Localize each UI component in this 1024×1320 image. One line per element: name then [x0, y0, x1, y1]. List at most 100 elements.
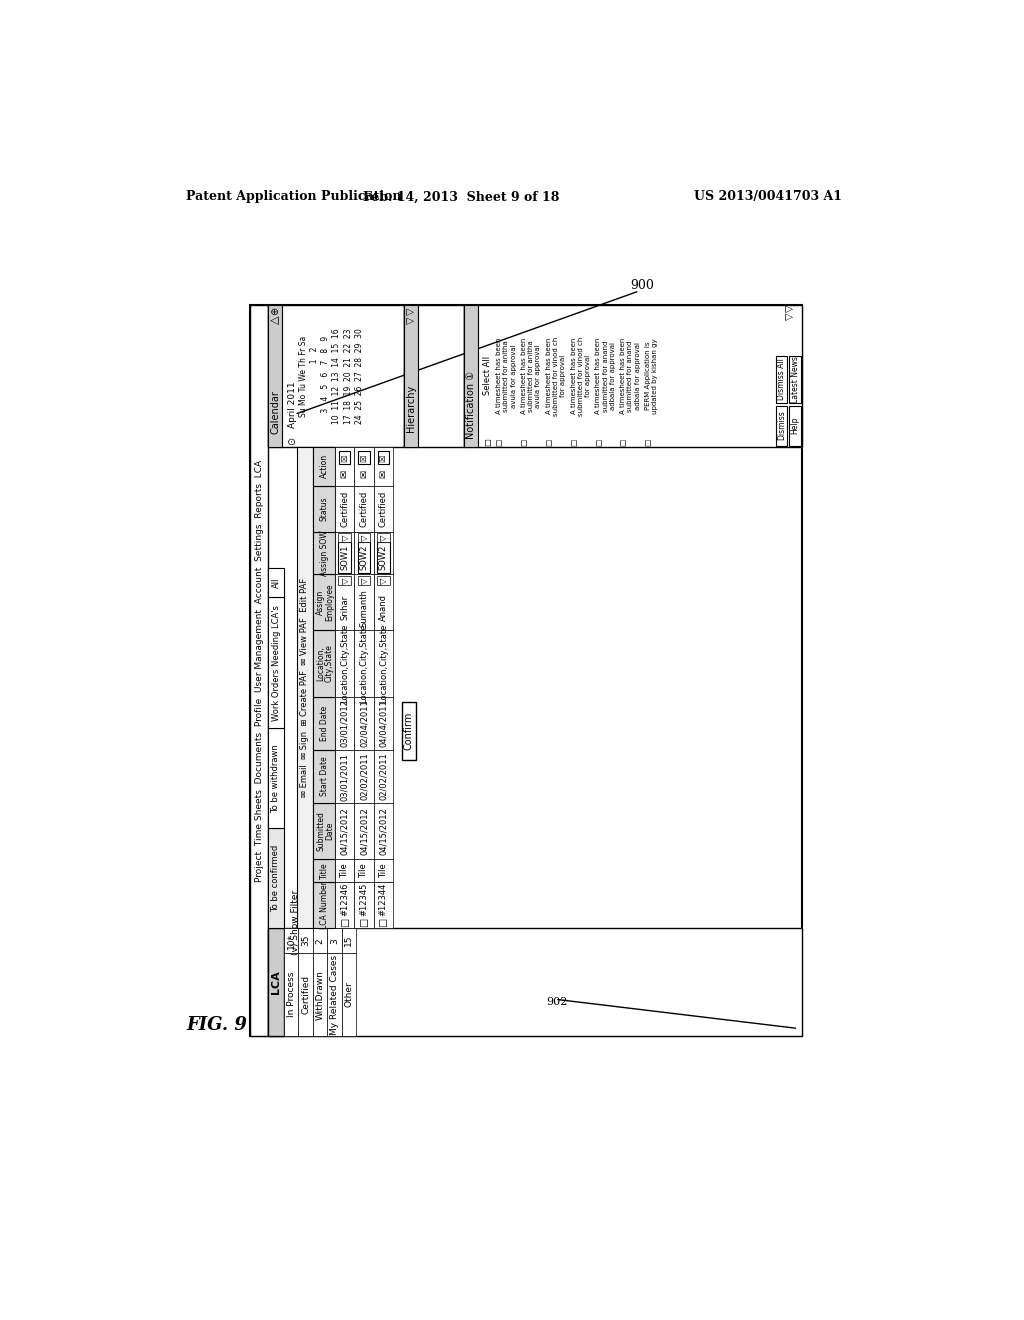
Text: (v) Show Filter: (v) Show Filter — [291, 890, 300, 954]
Polygon shape — [328, 953, 342, 1036]
Text: Latest News: Latest News — [791, 356, 800, 403]
Polygon shape — [298, 953, 312, 1036]
Text: ▽: ▽ — [359, 577, 369, 583]
Polygon shape — [312, 447, 335, 486]
Text: Sumanth: Sumanth — [359, 589, 369, 627]
Text: #12345: #12345 — [359, 883, 369, 916]
Text: for approval: for approval — [560, 355, 566, 397]
Polygon shape — [268, 305, 283, 447]
Text: A timesheet has been: A timesheet has been — [570, 338, 577, 414]
Polygon shape — [298, 928, 312, 953]
Text: submitted for anitha: submitted for anitha — [504, 341, 509, 412]
Text: WithDrawn: WithDrawn — [315, 970, 325, 1019]
Text: 1   2: 1 2 — [310, 346, 318, 405]
Text: submitted for vinod ch: submitted for vinod ch — [553, 337, 559, 416]
Polygon shape — [354, 486, 374, 532]
Text: A timesheet has been: A timesheet has been — [521, 338, 527, 414]
Polygon shape — [776, 355, 787, 404]
Text: PERM Application is: PERM Application is — [645, 342, 651, 411]
Polygon shape — [335, 883, 354, 928]
Polygon shape — [377, 533, 389, 543]
Text: ☒: ☒ — [379, 454, 388, 462]
Polygon shape — [268, 598, 284, 729]
Text: 10  11  12  13  14  15  16: 10 11 12 13 14 15 16 — [333, 329, 341, 424]
Text: All: All — [271, 577, 281, 587]
Text: ▽: ▽ — [784, 313, 795, 319]
Text: submitted for anand: submitted for anand — [628, 341, 633, 412]
Text: 10*: 10* — [287, 933, 296, 949]
Text: US 2013/0041703 A1: US 2013/0041703 A1 — [693, 190, 842, 203]
Text: To be confirmed: To be confirmed — [271, 845, 281, 912]
Text: Other: Other — [344, 982, 353, 1007]
Text: My Related Cases: My Related Cases — [330, 954, 339, 1035]
Text: Location,City,State: Location,City,State — [340, 623, 349, 704]
Text: Location,City,State: Location,City,State — [359, 623, 369, 704]
Text: To be withdrawn: To be withdrawn — [271, 744, 281, 813]
Text: Select All: Select All — [483, 356, 493, 396]
Polygon shape — [312, 953, 328, 1036]
Text: 2: 2 — [315, 939, 325, 944]
Text: Work Orders Needing LCA's: Work Orders Needing LCA's — [271, 605, 281, 721]
Text: FIG. 9: FIG. 9 — [186, 1015, 247, 1034]
Text: Certified: Certified — [301, 975, 310, 1014]
Polygon shape — [374, 750, 393, 804]
Text: Certified: Certified — [379, 491, 388, 527]
Polygon shape — [312, 532, 335, 574]
Text: Employee: Employee — [326, 583, 334, 622]
Polygon shape — [312, 697, 335, 750]
Text: □: □ — [618, 440, 628, 446]
Text: ✉: ✉ — [359, 470, 369, 478]
Text: 3: 3 — [330, 937, 339, 944]
Text: A timesheet has been: A timesheet has been — [546, 338, 552, 414]
Text: Tile: Tile — [359, 863, 369, 878]
Text: In Process: In Process — [287, 972, 296, 1018]
Text: 04/04/2011: 04/04/2011 — [379, 700, 388, 747]
Text: 35: 35 — [301, 935, 310, 946]
Text: Anand: Anand — [379, 594, 388, 622]
Polygon shape — [357, 543, 371, 573]
Text: Feb. 14, 2013  Sheet 9 of 18: Feb. 14, 2013 Sheet 9 of 18 — [364, 190, 559, 203]
Text: □: □ — [544, 440, 553, 446]
Polygon shape — [268, 829, 284, 928]
Polygon shape — [297, 447, 312, 928]
Polygon shape — [357, 576, 371, 585]
Text: 15: 15 — [344, 935, 353, 946]
Text: Calendar: Calendar — [270, 391, 281, 434]
Text: 02/04/2011: 02/04/2011 — [359, 700, 369, 747]
Polygon shape — [374, 883, 393, 928]
Text: □: □ — [483, 438, 493, 446]
Text: ▽: ▽ — [379, 535, 388, 541]
Text: ▽: ▽ — [359, 535, 369, 541]
Polygon shape — [312, 928, 328, 953]
Polygon shape — [354, 574, 374, 630]
Polygon shape — [776, 405, 787, 446]
Text: April 2011: April 2011 — [288, 381, 297, 428]
Text: 24  25  26  27  28  29  30: 24 25 26 27 28 29 30 — [354, 327, 364, 424]
Polygon shape — [312, 574, 335, 630]
Text: 03/01/2011: 03/01/2011 — [340, 752, 349, 800]
Polygon shape — [268, 305, 404, 447]
Text: Certified: Certified — [359, 491, 369, 527]
Text: ☒: ☒ — [340, 454, 349, 462]
Text: ⊕: ⊕ — [270, 306, 281, 315]
Text: ✉: ✉ — [340, 470, 350, 478]
Text: Patent Application Publication: Patent Application Publication — [186, 190, 401, 203]
Polygon shape — [268, 928, 802, 1036]
Text: 3   4   5   6   7   8   9: 3 4 5 6 7 8 9 — [322, 337, 330, 416]
Polygon shape — [354, 804, 374, 859]
Polygon shape — [268, 729, 284, 829]
Text: Tile: Tile — [340, 863, 349, 878]
Text: □: □ — [594, 440, 603, 446]
Text: 04/15/2012: 04/15/2012 — [379, 807, 388, 855]
Text: 900: 900 — [630, 279, 654, 292]
Text: 04/15/2012: 04/15/2012 — [340, 807, 349, 855]
Polygon shape — [335, 697, 354, 750]
Text: ▽: ▽ — [784, 305, 795, 313]
Text: A timesheet has been: A timesheet has been — [621, 338, 626, 414]
Text: Confirm: Confirm — [403, 711, 414, 750]
Polygon shape — [354, 883, 374, 928]
Text: SOW2: SOW2 — [379, 544, 388, 569]
Text: Location,City,State: Location,City,State — [379, 623, 388, 704]
Text: updated by kishan gy: updated by kishan gy — [652, 338, 658, 413]
Text: LCA: LCA — [271, 970, 281, 994]
